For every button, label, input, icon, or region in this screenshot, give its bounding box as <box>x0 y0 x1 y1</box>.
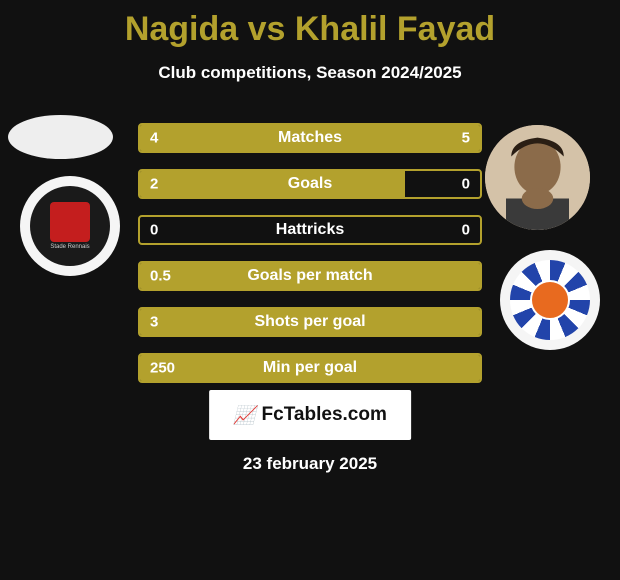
bar-left-fill <box>140 171 405 197</box>
bar-left-value: 3 <box>150 314 158 331</box>
bar-left-value: 2 <box>150 176 158 193</box>
bar-left-value: 0 <box>150 222 158 239</box>
page-title: Nagida vs Khalil Fayad <box>0 0 620 49</box>
club-left-name: Stade Rennais <box>50 244 89 250</box>
stat-row: 3 Shots per goal <box>138 307 482 337</box>
player-right-avatar <box>485 125 590 230</box>
club-right-badge <box>500 250 600 350</box>
stat-row: 0.5 Goals per match <box>138 261 482 291</box>
bar-label: Matches <box>278 129 342 147</box>
bar-right-value: 0 <box>462 176 470 193</box>
bar-label: Goals per match <box>247 267 372 285</box>
attribution-text: FcTables.com <box>262 404 387 426</box>
attribution-badge: 📈 FcTables.com <box>209 390 411 440</box>
bar-right-value: 5 <box>462 130 470 147</box>
club-left-badge: Stade Rennais <box>20 176 120 276</box>
stat-row: 4 5 Matches <box>138 123 482 153</box>
stat-row: 2 0 Goals <box>138 169 482 199</box>
subtitle: Club competitions, Season 2024/2025 <box>0 63 620 83</box>
bar-label: Shots per goal <box>254 313 365 331</box>
date-line: 23 february 2025 <box>243 454 377 474</box>
bar-right-value: 0 <box>462 222 470 239</box>
bar-label: Min per goal <box>263 359 357 377</box>
chart-icon: 📈 <box>233 405 255 426</box>
bar-label: Goals <box>288 175 332 193</box>
bar-left-value: 250 <box>150 360 175 377</box>
player-left-avatar <box>8 115 113 159</box>
bar-left-value: 4 <box>150 130 158 147</box>
bar-label: Hattricks <box>276 221 344 239</box>
stat-row: 0 0 Hattricks <box>138 215 482 245</box>
stat-row: 250 Min per goal <box>138 353 482 383</box>
bar-left-fill <box>140 125 290 151</box>
bar-left-value: 0.5 <box>150 268 171 285</box>
stats-bars: 4 5 Matches 2 0 Goals 0 0 Hattricks 0.5 Goals per … <box>138 123 482 399</box>
